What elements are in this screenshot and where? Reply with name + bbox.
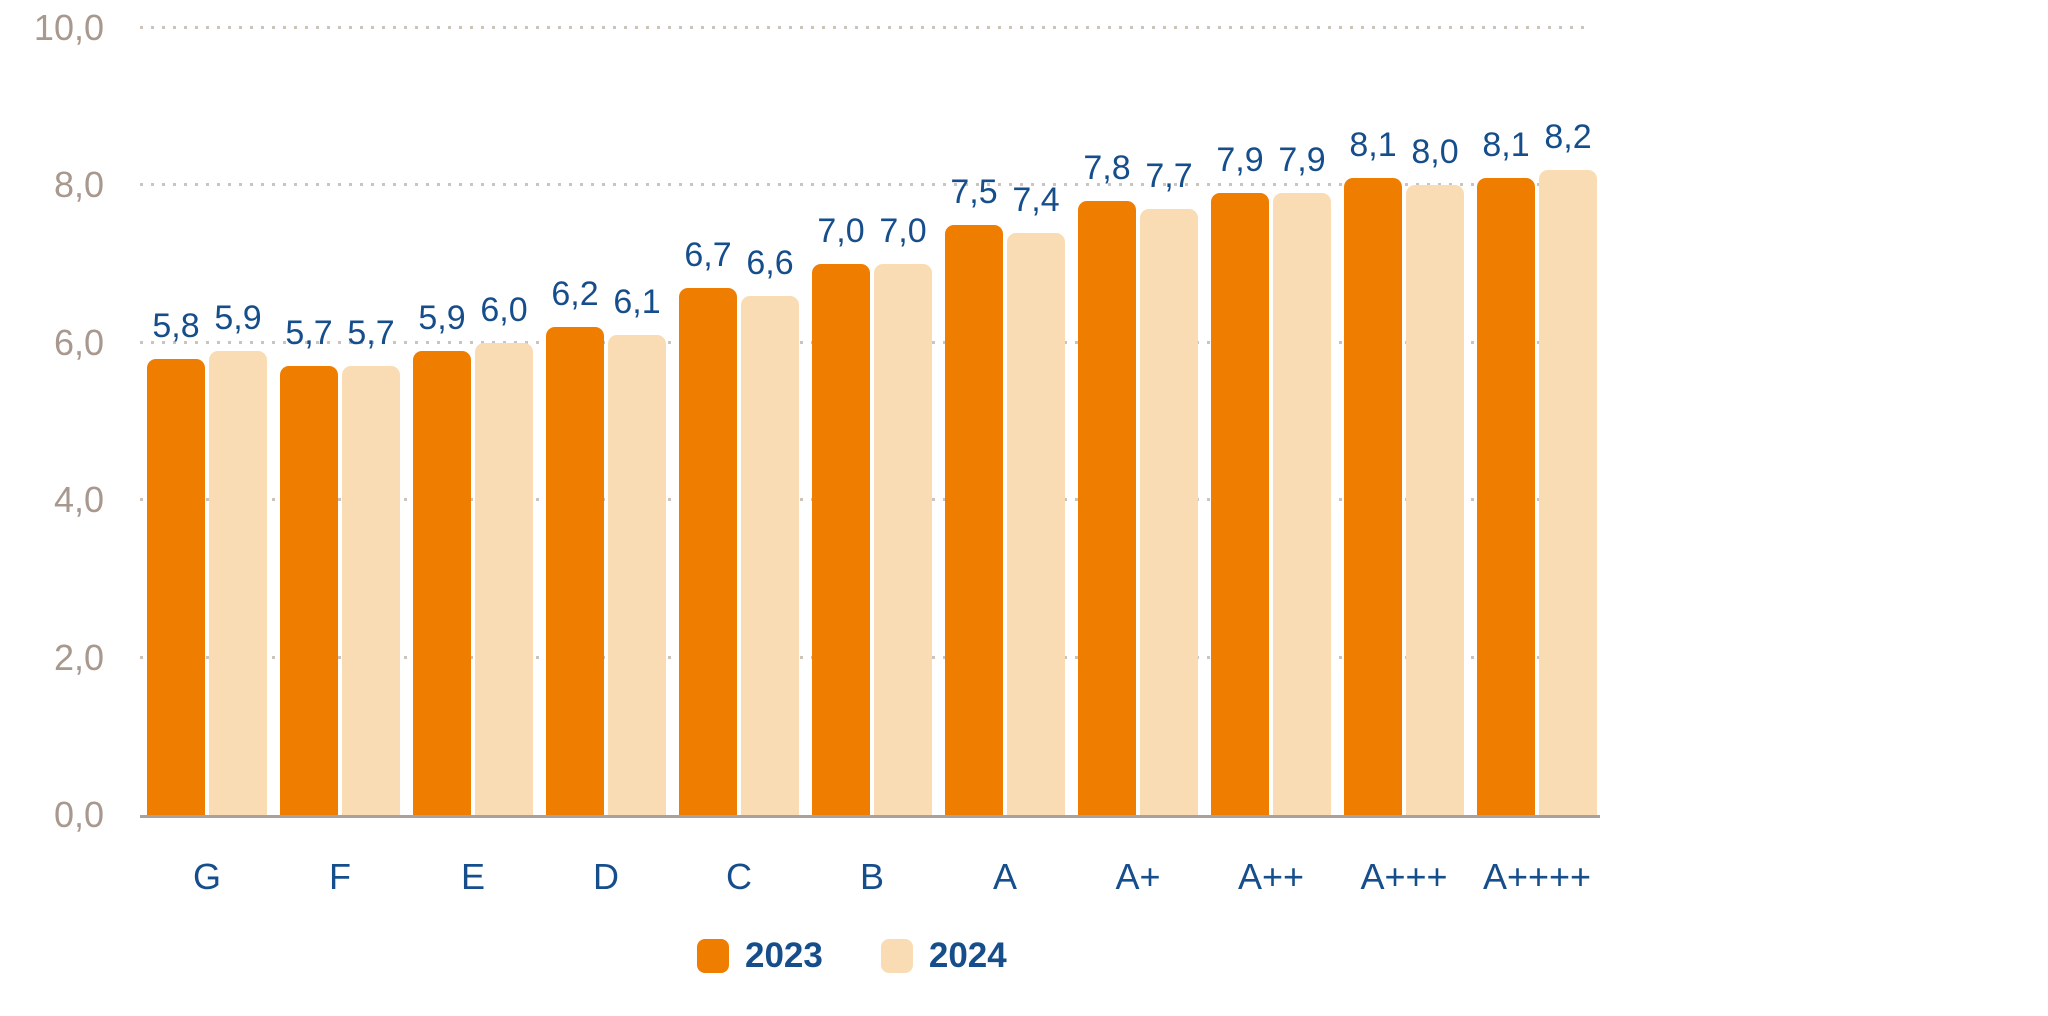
bar-value-label-2024-A+++: 8,0: [1411, 133, 1459, 172]
bar-value-label-2024-B: 7,0: [879, 212, 927, 251]
bar-2023-F: [280, 366, 338, 815]
plot-area: 0,0 2,0 4,0 6,0 8,0 10,0 G 5,8 5,9 F 5,7 5,7 E 5,9 6,0…: [34, 10, 1600, 895]
legend-label-2023: 2023: [745, 936, 823, 975]
legend-label-2024: 2024: [928, 936, 1007, 975]
x-category-label-F: F: [329, 856, 351, 897]
bar-2023-D: [546, 327, 604, 815]
bar-2024-G: [209, 350, 267, 815]
bar-value-label-2024-F: 5,7: [347, 314, 395, 353]
bar-2023-A++: [1211, 193, 1269, 815]
bar-value-label-2023-A++: 7,9: [1216, 141, 1264, 180]
bar-group-A+++: 8,1 8,0: [1344, 28, 1464, 815]
bar-value-label-2024-A: 7,4: [1012, 180, 1060, 219]
legend-item-2024: 2024: [880, 936, 1007, 975]
bar-value-label-2024-A++: 7,9: [1278, 141, 1326, 180]
bar-value-label-2023-A++++: 8,1: [1482, 125, 1530, 164]
bar-value-label-2023-D: 6,2: [551, 275, 599, 314]
bar-2024-F: [342, 366, 400, 815]
bar-value-label-2023-A+: 7,8: [1083, 149, 1131, 188]
bar-2023-A+: [1078, 201, 1136, 815]
bar-group-E: 5,9 6,0: [413, 28, 533, 815]
bar-value-label-2024-C: 6,6: [746, 243, 794, 282]
bar-2024-E: [475, 342, 533, 815]
bar-2024-C: [741, 295, 799, 815]
legend-swatch-2023: [697, 938, 729, 973]
y-tick-label: 0,0: [53, 794, 104, 835]
y-tick-label: 2,0: [53, 636, 104, 678]
gridline-10: [140, 26, 1592, 29]
bar-2024-B: [874, 264, 932, 815]
bar-group-A++: 7,9 7,9: [1211, 28, 1331, 815]
bar-group-A: 7,5 7,4: [945, 28, 1065, 815]
gridline-8: [140, 183, 1592, 187]
x-category-label-A++++: A++++: [1482, 856, 1592, 897]
x-category-label-G: G: [192, 856, 222, 897]
bar-2024-A++: [1273, 193, 1331, 815]
bar-2024-D: [608, 334, 666, 815]
bar-2024-A+: [1140, 209, 1198, 815]
bar-value-label-2023-A: 7,5: [950, 172, 998, 211]
x-category-label-A+: A+: [1115, 856, 1161, 897]
x-category-label-B: B: [859, 856, 885, 897]
bar-value-label-2023-A+++: 8,1: [1349, 125, 1397, 164]
bar-value-label-2023-G: 5,8: [152, 306, 200, 345]
bar-2023-A+++: [1344, 177, 1402, 815]
y-tick-label: 6,0: [53, 321, 104, 363]
bar-value-label-2024-E: 6,0: [480, 290, 528, 329]
legend-item-2023: 2023: [697, 938, 823, 973]
bar-2023-A: [945, 224, 1003, 815]
legend-swatch-2024: [880, 938, 913, 973]
bar-value-label-2023-F: 5,7: [285, 314, 333, 353]
x-category-label-A: A: [992, 856, 1018, 897]
bar-group-F: 5,7 5,7: [280, 28, 400, 815]
x-category-label-D: D: [593, 856, 619, 897]
bar-2023-E: [413, 350, 471, 815]
bar-2023-A++++: [1477, 177, 1535, 815]
x-category-label-E: E: [460, 856, 486, 897]
bar-2023-C: [679, 287, 737, 815]
bar-group-G: 5,8 5,9: [147, 28, 267, 815]
x-category-label-C: C: [726, 856, 752, 897]
bar-value-label-2024-A+: 7,7: [1145, 157, 1193, 196]
chart-legend: 2023 2024: [697, 938, 1007, 973]
bar-value-label-2023-C: 6,7: [684, 235, 732, 274]
bar-group-C: 6,7 6,6: [679, 28, 799, 815]
bar-group-A+: 7,8 7,7: [1078, 28, 1198, 815]
x-category-label-A+++: A+++: [1360, 856, 1448, 897]
x-axis-line: [140, 815, 1600, 818]
y-tick-label: 8,0: [53, 164, 104, 206]
y-tick-label: 10,0: [33, 7, 104, 48]
bar-value-label-2023-E: 5,9: [418, 298, 466, 337]
bar-group-B: 7,0 7,0: [812, 28, 932, 815]
bar-value-label-2024-G: 5,9: [214, 298, 262, 337]
bar-value-label-2023-B: 7,0: [817, 212, 865, 251]
bar-value-label-2024-D: 6,1: [613, 282, 661, 321]
bar-2023-B: [812, 264, 870, 815]
bar-group-A++++: 8,1 8,2: [1477, 28, 1597, 815]
bar-value-label-2024-A++++: 8,2: [1544, 117, 1592, 156]
bar-2023-G: [147, 358, 205, 815]
bar-2024-A: [1007, 232, 1065, 815]
bar-2024-A+++: [1406, 185, 1464, 815]
bar-group-D: 6,2 6,1: [546, 28, 666, 815]
y-tick-label: 4,0: [53, 479, 104, 521]
x-category-label-A++: A++: [1237, 856, 1305, 897]
bar-2024-A++++: [1539, 169, 1597, 815]
